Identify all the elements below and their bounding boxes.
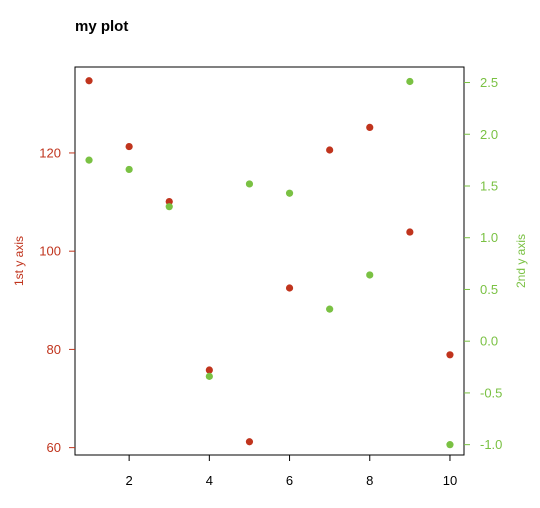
y2-point	[285, 189, 294, 197]
y2-point	[406, 77, 414, 86]
x-tick-label: 2	[126, 473, 133, 488]
y1-tick-label: 120	[39, 145, 61, 160]
y2-point	[125, 165, 133, 174]
y1-point	[85, 77, 93, 85]
y1-point	[125, 142, 133, 151]
y1-point	[205, 366, 213, 374]
y2-point	[366, 271, 374, 279]
y1-axis-label: 1st y axis	[12, 236, 26, 286]
y2-point	[446, 441, 454, 449]
y2-tick-label: 1.0	[480, 230, 498, 245]
y2-axis: -1.0 -0.5 0.0 0.5 1.0 1.5 2.0 2.5	[464, 75, 502, 452]
y1-axis: 60 80 100 120	[39, 145, 75, 455]
series-2nd-y-axis	[85, 77, 454, 449]
plot-frame	[74, 66, 465, 456]
x-tick-label: 10	[443, 473, 457, 488]
y1-point	[406, 228, 414, 236]
x-tick-label: 4	[206, 473, 213, 488]
y2-tick-label: 2.0	[480, 127, 498, 142]
y2-tick-label: 2.5	[480, 75, 498, 90]
chart-title: my plot	[75, 18, 128, 35]
y2-point	[205, 372, 213, 380]
y1-point	[245, 438, 254, 446]
y2-point	[245, 180, 254, 188]
series-1st-y-axis	[85, 77, 454, 446]
y2-tick-label: -0.5	[480, 385, 502, 400]
y2-tick-label: -1.0	[480, 437, 502, 452]
y1-point	[165, 197, 173, 206]
x-tick-label: 6	[286, 473, 293, 488]
y1-point	[446, 351, 454, 359]
y1-tick-label: 60	[47, 440, 61, 455]
y2-tick-label: 0.5	[480, 282, 498, 297]
x-tick-label: 8	[366, 473, 373, 488]
x-axis: 2 4 6 8 10	[126, 455, 457, 488]
y1-point	[326, 146, 334, 154]
y1-point	[366, 123, 374, 132]
y2-point	[85, 156, 93, 164]
y2-tick-label: 1.5	[480, 178, 498, 193]
y2-point	[165, 203, 173, 211]
y2-point	[326, 305, 334, 313]
y1-tick-label: 80	[47, 342, 61, 357]
y1-tick-label: 100	[39, 244, 61, 259]
y2-tick-label: 0.0	[480, 334, 498, 349]
y2-axis-label: 2nd y axis	[514, 234, 528, 288]
y1-point	[285, 284, 294, 292]
